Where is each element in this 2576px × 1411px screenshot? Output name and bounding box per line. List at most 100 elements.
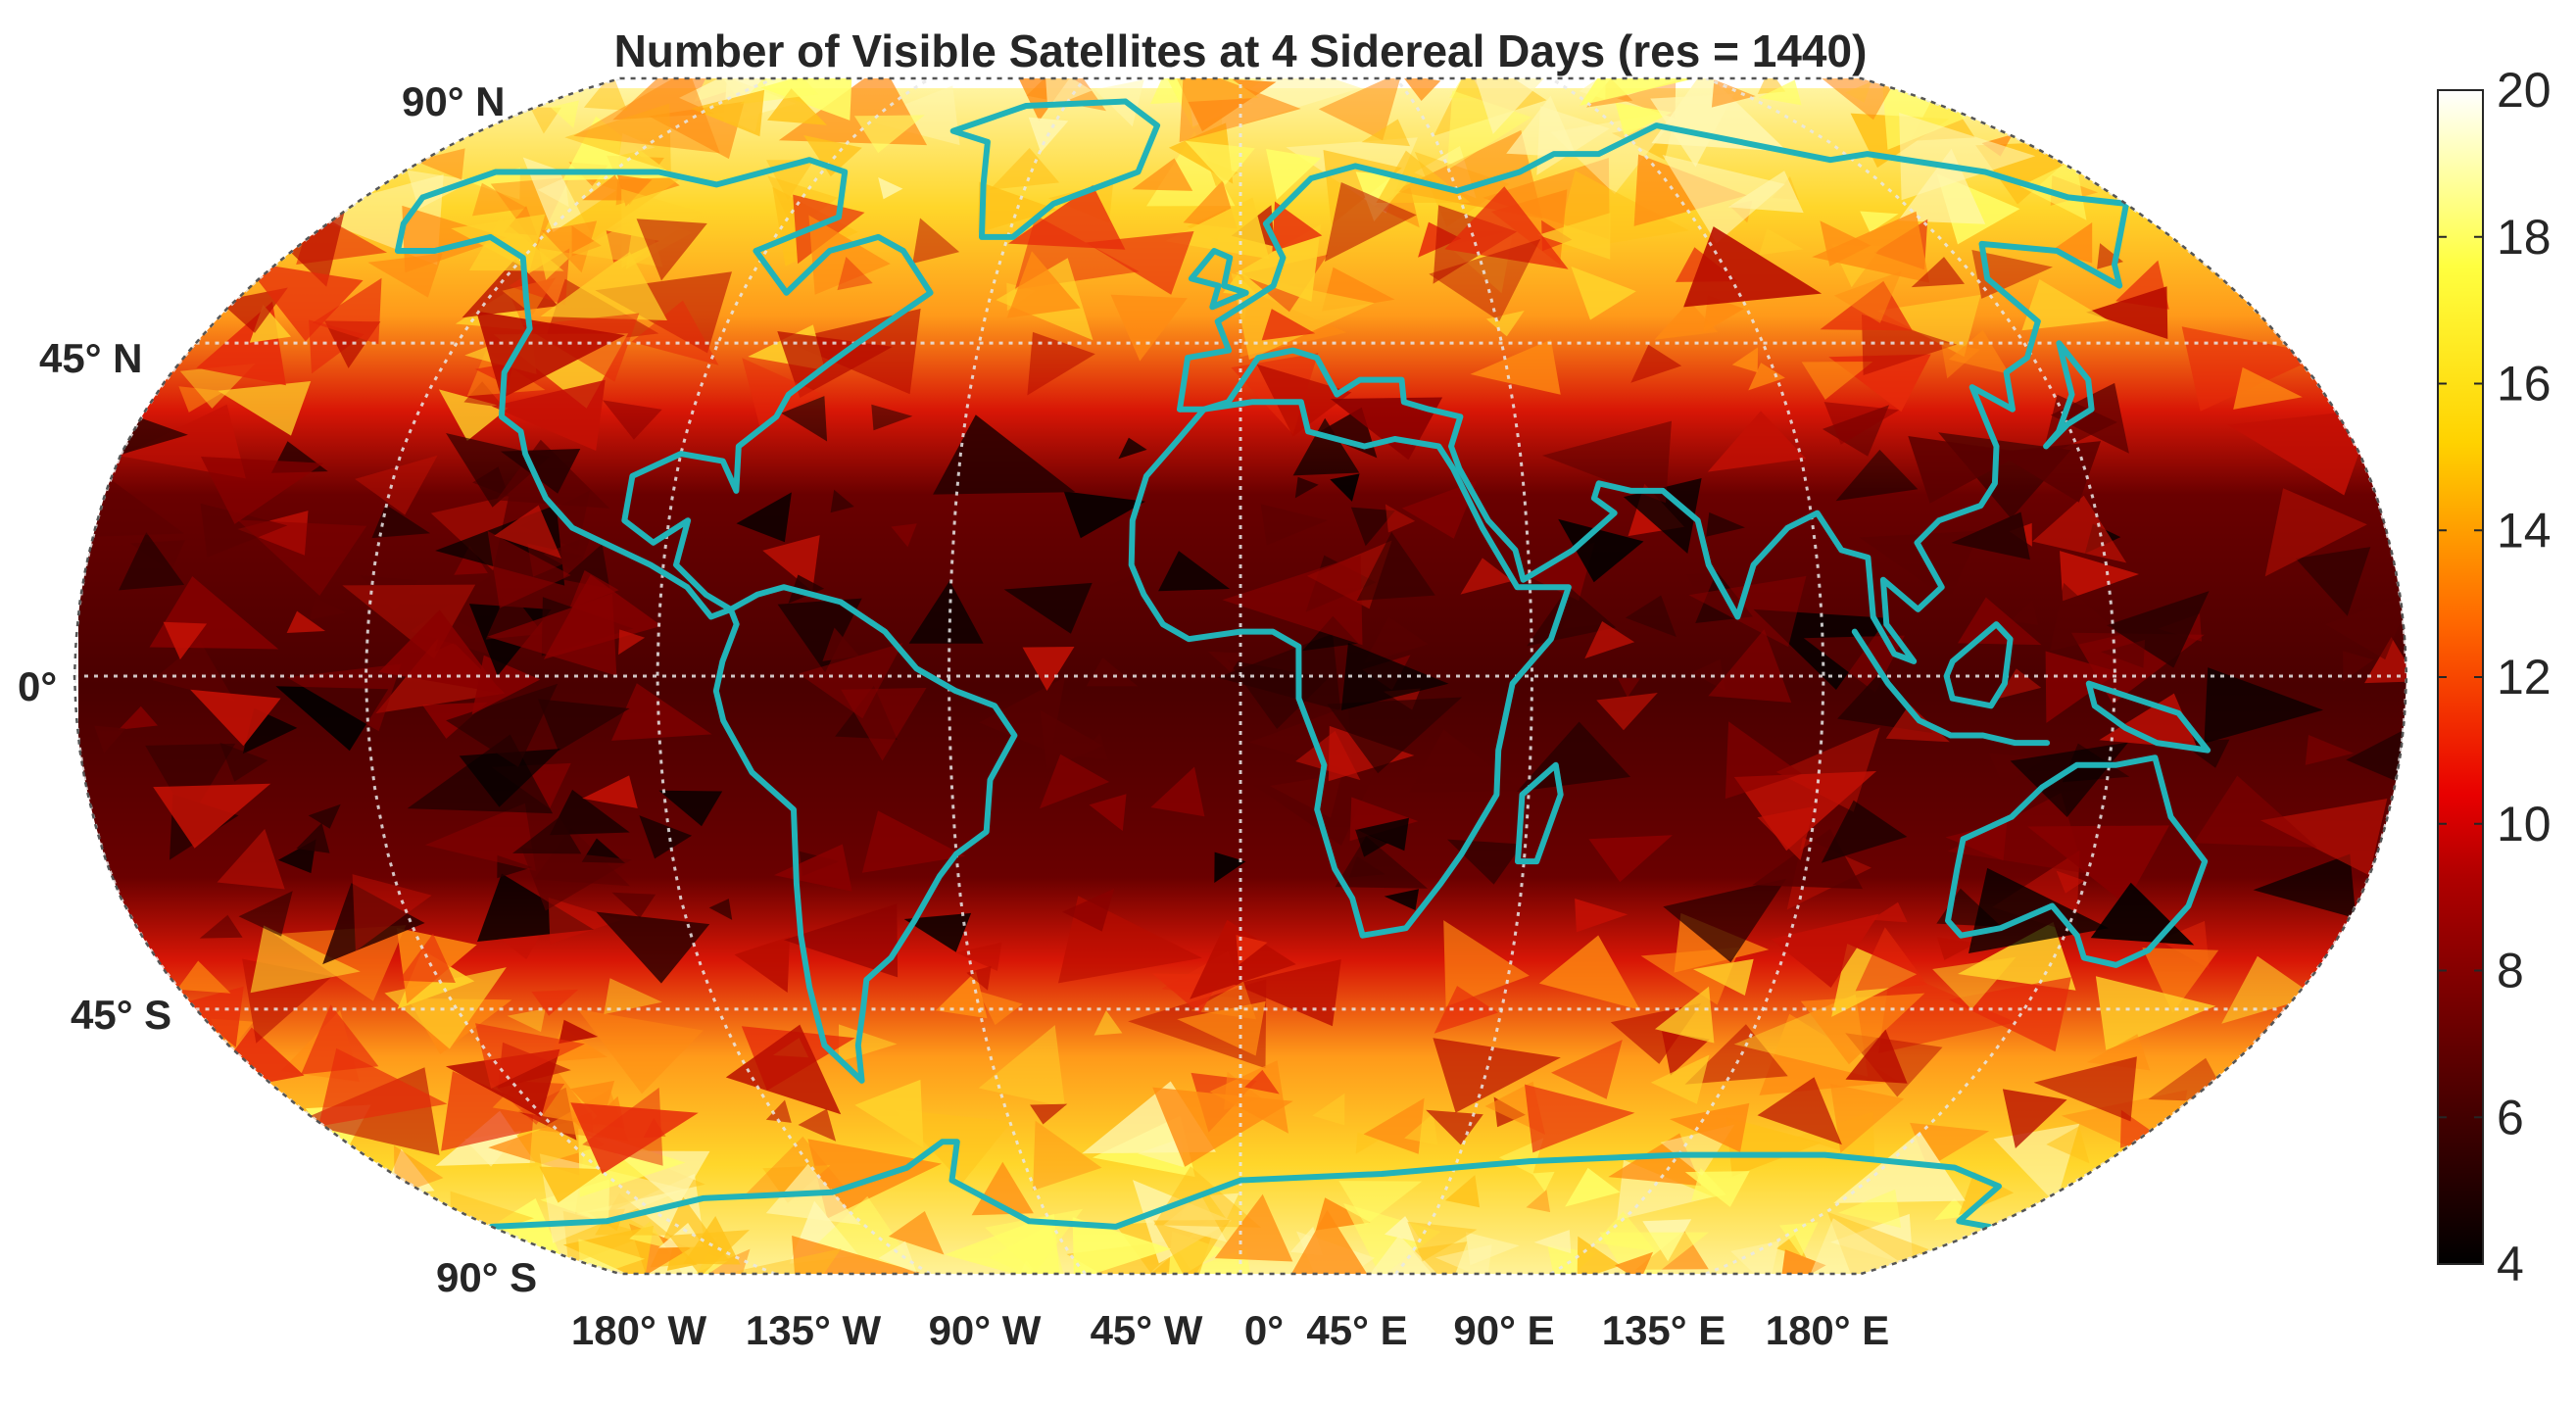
coverage-patch xyxy=(582,174,631,201)
coverage-patch xyxy=(2325,592,2406,660)
coverage-patch xyxy=(1759,228,1804,256)
coverage-patch xyxy=(201,457,324,524)
latitude-labels: 90° N 45° N 0° 45° S 90° S xyxy=(18,78,537,1300)
coverage-patch xyxy=(1434,1244,1492,1274)
coastline xyxy=(1188,248,1249,311)
coverage-patch xyxy=(1823,402,1900,445)
coverage-patch xyxy=(1757,1077,1842,1145)
coverage-patch xyxy=(286,610,325,633)
coverage-patch xyxy=(1800,993,1925,1065)
coverage-patch xyxy=(512,816,582,854)
coverage-patch xyxy=(1771,913,1879,988)
coverage-patch xyxy=(1222,555,1363,646)
coverage-patch xyxy=(1711,79,1756,108)
coverage-patch xyxy=(1363,1097,1425,1154)
coastline xyxy=(1177,200,2129,664)
coverage-patch xyxy=(1625,595,1677,638)
coastline xyxy=(949,98,1161,240)
coastline xyxy=(488,1139,2002,1230)
coverage-patch xyxy=(1878,967,2017,1053)
coverage-patch xyxy=(803,135,862,177)
coverage-patch xyxy=(1045,78,1093,109)
coverage-patch xyxy=(1707,411,1807,472)
coverage-patch xyxy=(1209,1060,1288,1134)
coverage-patch xyxy=(596,911,710,984)
coverage-patch xyxy=(1838,1189,1902,1229)
coverage-patch xyxy=(367,253,443,298)
coverage-patch xyxy=(1571,266,1636,320)
coverage-patch xyxy=(1778,1222,1819,1257)
coverage-patch xyxy=(548,897,621,945)
coverage-patch xyxy=(1650,1054,1710,1104)
coverage-patch xyxy=(894,1109,1012,1184)
coverage-patch xyxy=(1688,575,1807,648)
coverage-patch xyxy=(1940,342,1980,379)
coverage-patch xyxy=(200,503,288,558)
meridian-line xyxy=(1549,78,1825,1274)
coverage-patch xyxy=(1465,1232,1520,1266)
coverage-patch xyxy=(1003,582,1093,634)
coverage-patch xyxy=(562,1225,654,1274)
coverage-patch xyxy=(1385,1216,1423,1243)
coverage-patch xyxy=(1685,573,1722,604)
coverage-patch xyxy=(853,115,925,154)
coverage-patch xyxy=(1706,511,1745,537)
coverage-patch xyxy=(540,251,667,320)
coverage-patch xyxy=(476,311,625,399)
coverage-patch xyxy=(2010,742,2129,817)
coverage-patch xyxy=(1871,901,1908,923)
coverage-patch xyxy=(822,627,859,661)
coverage-patch xyxy=(888,1211,945,1255)
coverage-patch xyxy=(475,1023,585,1089)
coverage-patch xyxy=(2099,693,2198,750)
coverage-patch xyxy=(459,749,560,807)
colorbar-tick-label: 6 xyxy=(2497,1090,2524,1144)
coverage-patch xyxy=(830,489,854,513)
coverage-patch xyxy=(190,689,281,747)
coverage-patch xyxy=(788,574,825,604)
coverage-patch xyxy=(441,1071,570,1151)
lat-label-45n: 45° N xyxy=(39,335,143,381)
coverage-patch xyxy=(798,1108,837,1142)
colorbar-tick-label: 12 xyxy=(2497,650,2552,705)
coverage-patch xyxy=(1007,185,1126,250)
colorbar-tick-label: 20 xyxy=(2497,63,2552,118)
coverage-patch xyxy=(1444,186,1569,269)
coverage-patch xyxy=(487,593,617,676)
coverage-patch xyxy=(1485,311,1525,337)
coverage-patch xyxy=(1654,301,1718,340)
coverage-patch xyxy=(438,389,509,441)
coastline xyxy=(2085,680,2211,754)
coverage-patch xyxy=(1580,78,1689,106)
coverage-patch xyxy=(1526,1190,1551,1213)
coverage-patch xyxy=(1663,878,1787,963)
lon-label-135w: 135° W xyxy=(746,1307,882,1353)
coverage-patch xyxy=(618,629,646,656)
coverage-patch xyxy=(1078,733,1108,760)
coverage-patch xyxy=(1033,1120,1102,1192)
coverage-patch xyxy=(502,277,557,316)
coverage-patch xyxy=(494,505,561,559)
coverage-patch xyxy=(742,358,820,426)
coverage-patch xyxy=(237,519,367,596)
coverage-patch xyxy=(1859,530,1981,601)
coverage-patch xyxy=(501,449,581,494)
coverage-patch xyxy=(1361,119,1410,147)
coverage-patch xyxy=(1877,294,1981,358)
coverage-patch xyxy=(668,1230,750,1274)
coverage-patch xyxy=(218,381,312,436)
coverage-patch xyxy=(1369,1235,1445,1274)
coverage-patch xyxy=(989,148,1060,190)
coverage-patch xyxy=(1335,836,1428,889)
coverage-patch xyxy=(1758,79,1802,106)
lon-label-45w: 45° W xyxy=(1091,1307,1203,1353)
coverage-patch xyxy=(1404,1113,1438,1145)
lon-label-90e: 90° E xyxy=(1453,1307,1554,1353)
coverage-patch xyxy=(1185,140,1255,185)
coverage-patch xyxy=(1338,1181,1423,1226)
coverage-patch xyxy=(1948,329,2010,374)
coverage-patch xyxy=(471,655,541,715)
coverage-patch xyxy=(530,107,561,134)
coverage-patch xyxy=(163,621,208,660)
coverage-patch xyxy=(1261,309,1316,341)
